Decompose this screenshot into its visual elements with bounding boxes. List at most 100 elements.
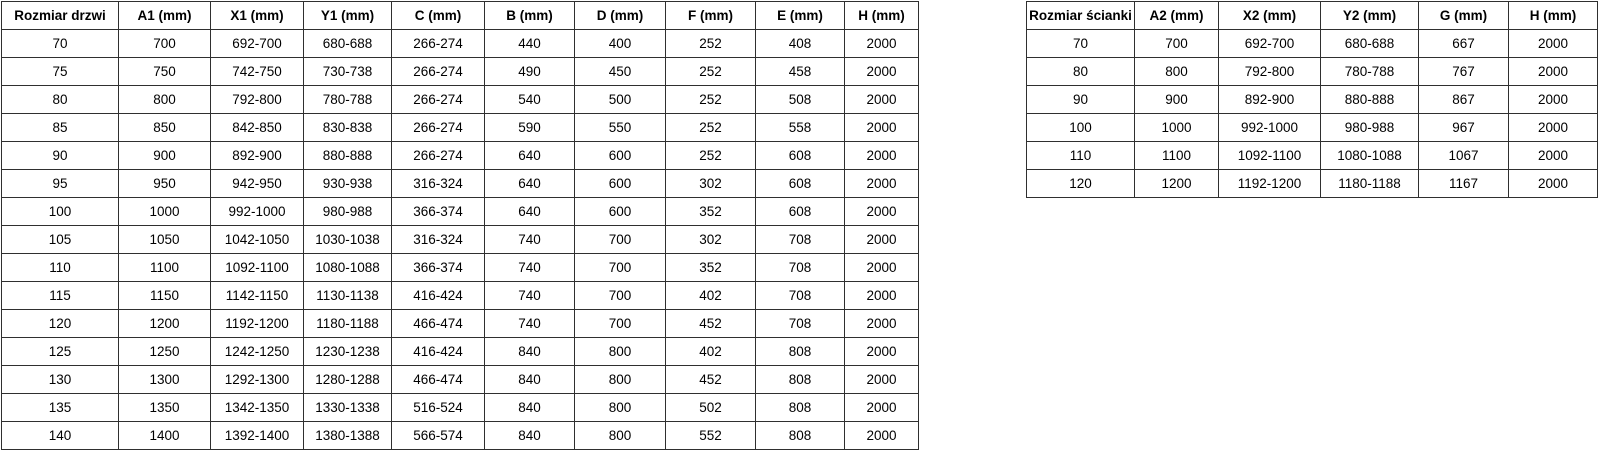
table-cell: 700 [574, 309, 666, 338]
table-cell: 266-274 [391, 29, 485, 58]
table-cell: 366-374 [391, 253, 485, 282]
table-cell: 600 [574, 169, 666, 198]
table-cell: 252 [665, 57, 756, 86]
table-cell: 1130-1138 [303, 281, 392, 310]
table-cell: 590 [484, 113, 575, 142]
table-row: 100 1000 992-1000 980-988 967 2000 [1026, 113, 1598, 142]
table-cell: 842-850 [210, 113, 304, 142]
table-cell: 75 [1, 57, 119, 86]
table-cell: 1280-1288 [303, 365, 392, 394]
table-cell: 302 [665, 169, 756, 198]
table-cell: 2000 [844, 169, 919, 198]
table-cell: 540 [484, 85, 575, 114]
table-cell: 252 [665, 29, 756, 58]
table-cell: 452 [665, 309, 756, 338]
column-header: Y1 (mm) [303, 1, 392, 30]
table-cell: 850 [118, 113, 211, 142]
table-cell: 708 [755, 253, 845, 282]
table-row: 80 800 792-800 780-788 266-274 540 500 252 508 20… [1, 85, 919, 114]
table-cell: 730-738 [303, 57, 392, 86]
table-cell: 640 [484, 141, 575, 170]
table-row: 135 1350 1342-1350 1330-1338 516-524 840 800 50… [1, 393, 919, 422]
table-cell: 100 [1026, 113, 1135, 142]
column-header: Rozmiar ścianki [1026, 1, 1135, 30]
table-cell: 792-800 [1218, 57, 1321, 86]
table-cell: 408 [755, 29, 845, 58]
table-cell: 640 [484, 169, 575, 198]
table-cell: 2000 [844, 57, 919, 86]
table-cell: 85 [1, 113, 119, 142]
table-row: 90 900 892-900 880-888 867 2000 [1026, 85, 1598, 114]
header-row: Rozmiar ścianki A2 (mm) X2 (mm) Y2 (mm) G (m… [1026, 1, 1598, 30]
table-cell: 1050 [118, 225, 211, 254]
table-cell: 1192-1200 [1218, 169, 1321, 198]
table-cell: 100 [1, 197, 119, 226]
table-cell: 680-688 [303, 29, 392, 58]
table-row: 140 1400 1392-1400 1380-1388 566-574 840 800 55… [1, 421, 919, 450]
table-cell: 120 [1, 309, 119, 338]
table-cell: 90 [1, 141, 119, 170]
table-cell: 830-838 [303, 113, 392, 142]
table-cell: 2000 [1508, 169, 1598, 198]
table-row: 115 1150 1142-1150 1130-1138 416-424 740 700 40… [1, 281, 919, 310]
column-header: C (mm) [391, 1, 485, 30]
table-row: 110 1100 1092-1100 1080-1088 1067 2000 [1026, 141, 1598, 170]
table-cell: 266-274 [391, 113, 485, 142]
table-row: 70 700 692-700 680-688 667 2000 [1026, 29, 1598, 58]
table-cell: 1180-1188 [1320, 169, 1419, 198]
table-cell: 767 [1418, 57, 1509, 86]
table-cell: 70 [1, 29, 119, 58]
table-cell: 266-274 [391, 141, 485, 170]
table-cell: 1250 [118, 337, 211, 366]
table-cell: 1200 [1134, 169, 1219, 198]
column-header: X2 (mm) [1218, 1, 1321, 30]
table-cell: 252 [665, 85, 756, 114]
table-cell: 708 [755, 281, 845, 310]
table-row: 110 1100 1092-1100 1080-1088 366-374 740 700 35… [1, 253, 919, 282]
table-cell: 110 [1026, 141, 1135, 170]
table-row: 120 1200 1192-1200 1180-1188 466-474 740 700 45… [1, 309, 919, 338]
table-cell: 600 [574, 141, 666, 170]
table-cell: 900 [1134, 85, 1219, 114]
table-cell: 416-424 [391, 281, 485, 310]
column-header: Rozmiar drzwi [1, 1, 119, 30]
column-header: A1 (mm) [118, 1, 211, 30]
table-cell: 1400 [118, 421, 211, 450]
table-cell: 600 [574, 197, 666, 226]
table-cell: 2000 [1508, 57, 1598, 86]
table-cell: 450 [574, 57, 666, 86]
table-cell: 1180-1188 [303, 309, 392, 338]
table-cell: 2000 [1508, 113, 1598, 142]
table-row: 70 700 692-700 680-688 266-274 440 400 252 408 20… [1, 29, 919, 58]
table-cell: 558 [755, 113, 845, 142]
table-cell: 750 [118, 57, 211, 86]
table-cell: 2000 [1508, 141, 1598, 170]
table-cell: 1167 [1418, 169, 1509, 198]
table-cell: 800 [118, 85, 211, 114]
table-cell: 1242-1250 [210, 337, 304, 366]
table-cell: 566-574 [391, 421, 485, 450]
table-cell: 2000 [1508, 29, 1598, 58]
table-cell: 1230-1238 [303, 337, 392, 366]
table-row: 75 750 742-750 730-738 266-274 490 450 252 458 20… [1, 57, 919, 86]
table-cell: 352 [665, 197, 756, 226]
table-cell: 892-900 [210, 141, 304, 170]
table-cell: 950 [118, 169, 211, 198]
column-header: H (mm) [844, 1, 919, 30]
column-header: F (mm) [665, 1, 756, 30]
column-header: D (mm) [574, 1, 666, 30]
table-cell: 867 [1418, 85, 1509, 114]
table-cell: 2000 [844, 421, 919, 450]
table-cell: 115 [1, 281, 119, 310]
table-cell: 125 [1, 337, 119, 366]
table-cell: 316-324 [391, 169, 485, 198]
table-cell: 700 [1134, 29, 1219, 58]
table-row: 90 900 892-900 880-888 266-274 640 600 252 608 20… [1, 141, 919, 170]
table-cell: 252 [665, 113, 756, 142]
table-cell: 416-424 [391, 337, 485, 366]
table-cell: 508 [755, 85, 845, 114]
table-cell: 700 [574, 225, 666, 254]
table-cell: 2000 [844, 141, 919, 170]
table-cell: 502 [665, 393, 756, 422]
